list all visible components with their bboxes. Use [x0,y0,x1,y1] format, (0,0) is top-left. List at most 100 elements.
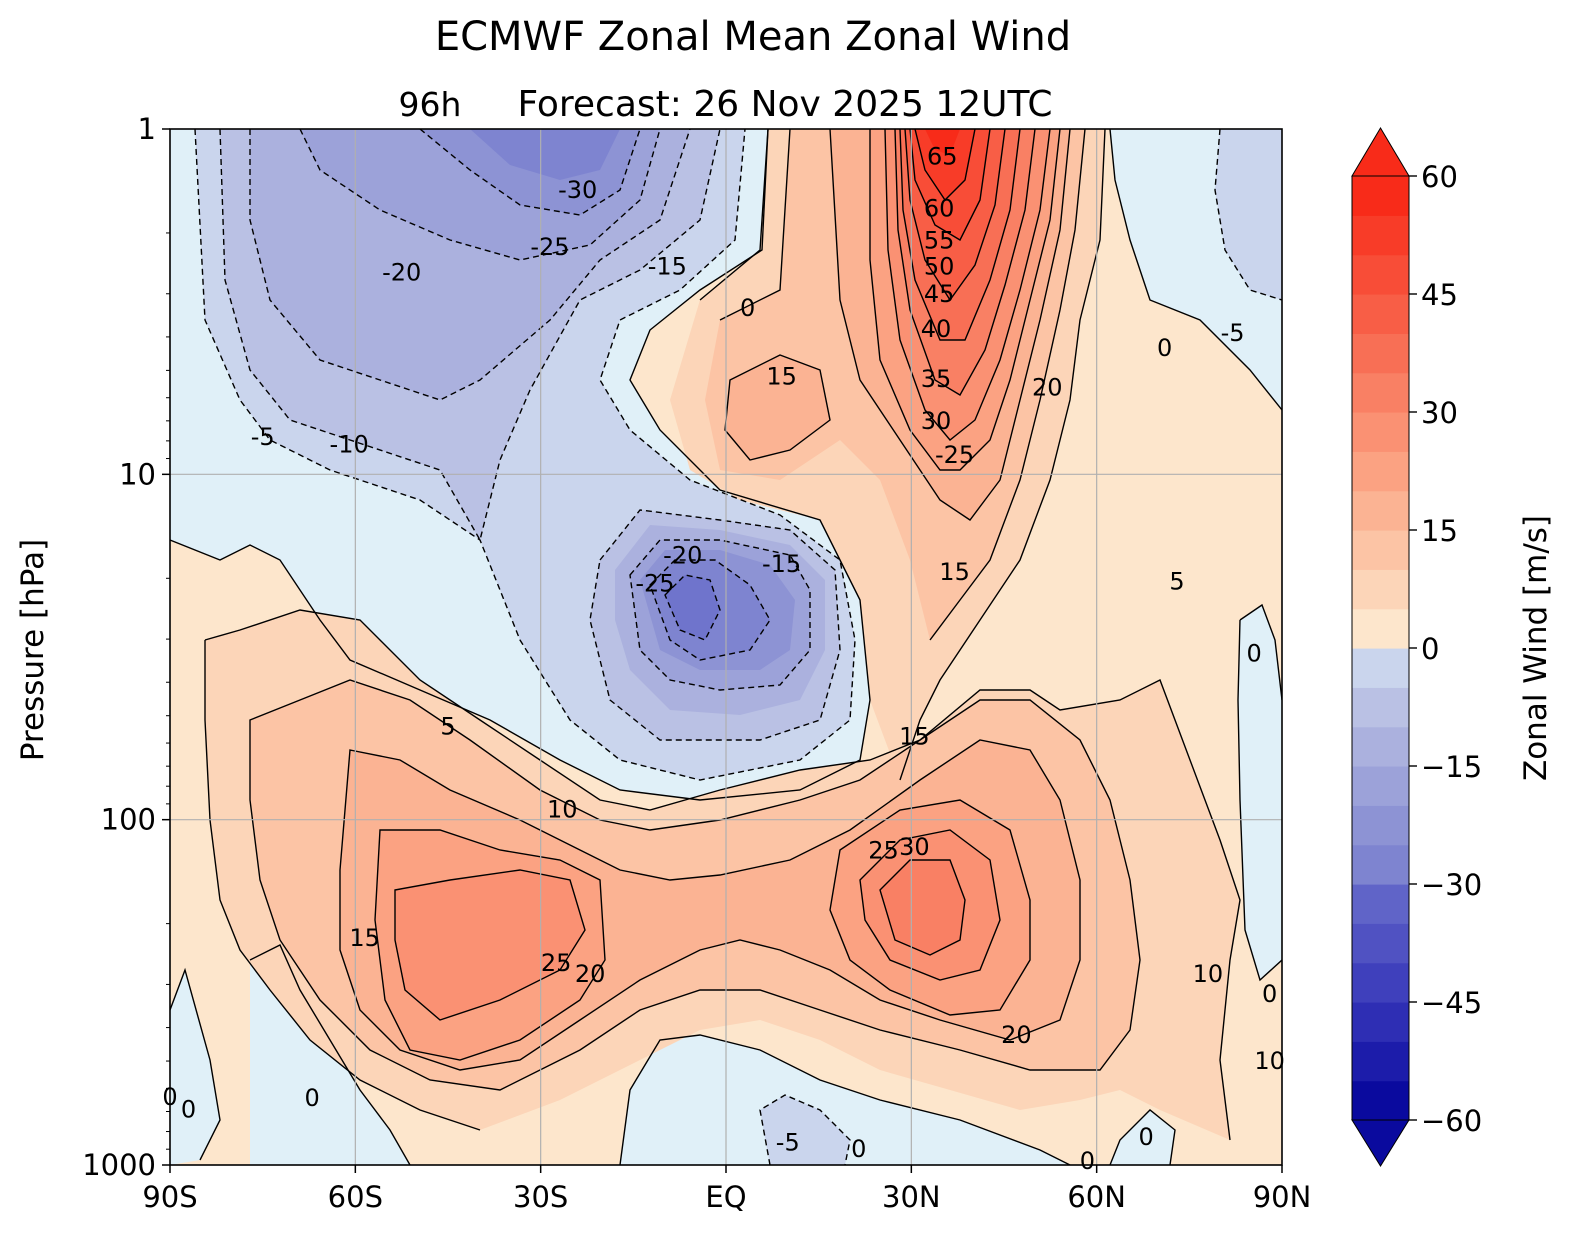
contour-line-north-neg [1214,129,1282,301]
contour-label: -10 [330,431,369,459]
contour-label: 20 [1001,1021,1032,1049]
contour-label: -5 [1221,319,1245,347]
contour-line-nh-strat-5 [699,129,1106,781]
contour-label: -30 [558,176,597,204]
contour-label: 20 [575,960,606,988]
colorbar-segment [1352,687,1409,728]
colorbar-segment [1352,412,1409,452]
contour-line-nh-strat-15b [829,129,1071,521]
contour-line-trop-10 [249,679,1141,1091]
contour-label: 0 [1138,1123,1153,1151]
region-neg-surface-trop5 [760,1095,850,1165]
contour-label: 10 [1254,1047,1285,1075]
region-neg-trop-30 [665,575,720,640]
contour-label: 15 [766,362,797,390]
contour-line-neg-trop-4 [664,574,721,641]
contour-line-trop-20a [374,829,606,1061]
contour-line-zero-strat [170,129,871,801]
colorbar-label: Zonal Wind [m/s] [1518,515,1554,781]
contour-line-neg-south-10 [219,129,721,542]
colorbar-tick-label: 45 [1421,278,1458,312]
contour-label: 15 [939,558,970,586]
contour-label: 0 [181,1095,196,1123]
contour-line-trop-5 [204,609,1241,1141]
contour-line-nh-strat-55 [914,129,976,202]
contour-label: 0 [851,1135,866,1163]
y-tick-label: 1 [138,112,156,146]
contour-line-surface-sh [170,967,221,1161]
contour-lines [170,129,1282,1165]
contour-label: 5 [440,713,455,741]
contour-label: 10 [1193,960,1224,988]
colorbar-segment [1352,176,1409,216]
contour-label: 55 [924,226,955,254]
colorbar-segment [1352,569,1409,610]
contour-label: -15 [648,252,687,280]
contour-label: 5 [1169,567,1184,595]
colorbar-segment [1352,451,1409,492]
y-axis-label: Pressure [hPa] [15,539,51,761]
contour-line-surface-trop [619,1034,1071,1165]
colorbar-tick-label: −30 [1421,868,1482,902]
contour-label: -20 [663,542,702,570]
colorbar-segment [1352,962,1409,1003]
colorbar: 60 45 30 15 0 −15 −30 −45 −60 [1351,127,1482,1167]
contour-label: -20 [382,258,421,286]
contour-label: 0 [1157,334,1172,362]
contour-label: 25 [541,949,572,977]
contour-label: 40 [921,315,952,343]
contour-label: 15 [349,924,380,952]
colorbar-segment [1352,490,1409,531]
region-pos-trop-30 [880,860,965,955]
contour-label: 35 [921,365,952,393]
contour-label: -25 [635,569,674,597]
colorbar-segment [1352,294,1409,334]
region-neg-south-30 [470,129,620,180]
colorbar-segment [1352,923,1409,964]
contour-label: 0 [740,294,755,322]
contour-label: 50 [924,252,955,280]
colorbar-tick-label: 15 [1421,514,1458,548]
contour-line-neg-south-15 [249,129,691,401]
chart-subtitle: Forecast: 26 Nov 2025 12UTC [517,84,1052,125]
contour-line-nh-strat-10 [719,129,1086,641]
contour-label: 10 [547,796,578,824]
contour-line-trop-25a [394,869,586,1021]
contour-line-north-zero-mid [1237,603,1282,982]
colorbar-segment [1352,805,1409,846]
contour-label: -25 [935,441,974,469]
colorbar-segment [1352,884,1409,924]
contour-label: 20 [1032,373,1063,401]
contour-label: -5 [251,423,275,451]
x-tick-label: EQ [705,1180,746,1214]
x-tick-label: 60N [1067,1180,1126,1214]
contour-line-neg-south [194,129,856,781]
colorbar-segment [1352,333,1409,374]
y-tick-label: 10 [119,457,156,491]
colorbar-segment [1352,1002,1409,1042]
region-pos-trop-25 [395,830,1000,1020]
contour-line-surface-sh2 [249,944,411,1165]
contour-line-trop-20b [829,799,1031,1016]
colorbar-segment [1352,254,1409,295]
colorbar-segment [1352,648,1409,688]
contour-label: 15 [899,723,930,751]
colorbar-tick-label: −15 [1421,750,1482,784]
x-tick-label: 30N [882,1180,941,1214]
contour-line-nh-strat-15a [724,354,831,461]
contour-line-trop-30 [879,859,966,956]
contour-label: 60 [924,195,955,223]
contour-label: 45 [924,280,955,308]
colorbar-segment [1352,215,1409,256]
colorbar-segment [1352,608,1409,649]
contour-line-nh-strat-40 [904,129,1006,302]
contour-label: 0 [1247,639,1262,667]
y-tick-label: 100 [101,803,156,837]
contour-label: -15 [762,550,801,578]
x-tick-label: 60S [328,1180,383,1214]
colorbar-tick-label: 0 [1421,632,1439,666]
contour-label: -5 [776,1128,800,1156]
contour-label: 0 [1262,980,1277,1008]
